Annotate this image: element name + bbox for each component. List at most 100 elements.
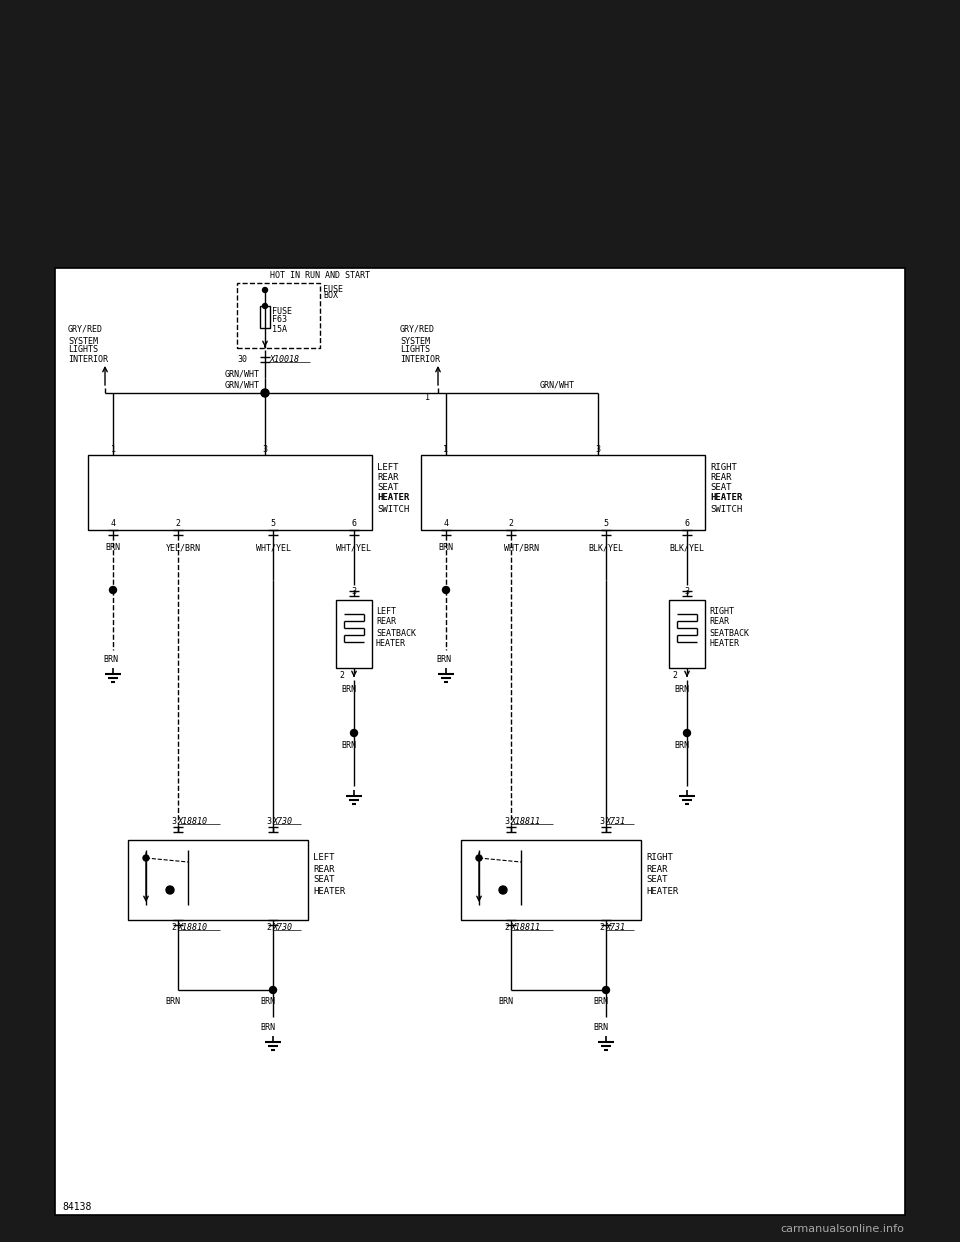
Text: INTERIOR: INTERIOR (400, 354, 440, 364)
Text: SWITCH: SWITCH (377, 505, 409, 514)
Text: WHT/YEL: WHT/YEL (337, 544, 372, 553)
Text: X730: X730 (273, 924, 293, 933)
Text: HEATER: HEATER (709, 638, 739, 647)
Text: BRN: BRN (437, 656, 451, 664)
Circle shape (684, 729, 690, 737)
Text: BRN: BRN (439, 544, 453, 553)
Text: 2: 2 (266, 924, 271, 933)
Text: RIGHT: RIGHT (710, 462, 737, 472)
Text: FUSE: FUSE (272, 308, 292, 317)
Text: LIGHTS: LIGHTS (68, 345, 98, 354)
Text: GRY/RED: GRY/RED (68, 324, 103, 334)
Circle shape (109, 586, 116, 594)
Text: 4: 4 (444, 518, 448, 528)
Text: X18811: X18811 (511, 817, 541, 826)
Text: SEAT: SEAT (313, 876, 334, 884)
Text: SEAT: SEAT (377, 482, 398, 492)
Text: 1: 1 (425, 392, 430, 401)
Circle shape (270, 986, 276, 994)
Text: 2: 2 (176, 518, 180, 528)
Text: 6: 6 (684, 518, 689, 528)
Text: 3: 3 (171, 817, 176, 826)
Text: RIGHT: RIGHT (709, 607, 734, 616)
Text: X731: X731 (606, 817, 626, 826)
Text: 2: 2 (171, 924, 176, 933)
Text: BRN: BRN (675, 741, 689, 750)
Bar (55, 268, 905, 1215)
Text: SYSTEM: SYSTEM (400, 337, 430, 345)
Text: 1: 1 (110, 445, 115, 453)
Text: X18810: X18810 (178, 817, 208, 826)
Text: BRN: BRN (593, 997, 609, 1006)
Text: BRN: BRN (260, 997, 276, 1006)
Circle shape (443, 586, 449, 594)
Text: 3: 3 (684, 586, 689, 595)
Text: BRN: BRN (106, 544, 121, 553)
Text: HEATER: HEATER (710, 493, 742, 502)
Circle shape (143, 854, 149, 861)
Text: RIGHT: RIGHT (646, 853, 673, 862)
Text: 5: 5 (604, 518, 609, 528)
Text: BRN: BRN (260, 1023, 276, 1032)
Text: HOT IN RUN AND START: HOT IN RUN AND START (270, 272, 370, 281)
Text: BLK/YEL: BLK/YEL (588, 544, 623, 553)
Text: 4: 4 (110, 518, 115, 528)
Text: BRN: BRN (165, 997, 180, 1006)
Text: SEAT: SEAT (646, 876, 667, 884)
Bar (336, 600, 372, 668)
Text: REAR: REAR (313, 864, 334, 873)
Text: 1: 1 (444, 445, 448, 453)
Text: LIGHTS: LIGHTS (400, 345, 430, 354)
Text: GRY/RED: GRY/RED (400, 324, 435, 334)
Text: 3: 3 (504, 817, 509, 826)
Circle shape (603, 986, 610, 994)
Text: 15A: 15A (272, 324, 287, 334)
Circle shape (166, 886, 174, 894)
Text: REAR: REAR (709, 617, 729, 626)
Text: 3: 3 (599, 817, 604, 826)
Text: LEFT: LEFT (377, 462, 398, 472)
Text: 2: 2 (673, 672, 678, 681)
Bar (461, 840, 641, 920)
Text: 2: 2 (509, 518, 514, 528)
Text: 30: 30 (237, 354, 247, 364)
Text: SEAT: SEAT (710, 482, 732, 492)
Text: 3: 3 (262, 445, 268, 453)
Text: SWITCH: SWITCH (710, 505, 742, 514)
Text: 2: 2 (599, 924, 604, 933)
Text: REAR: REAR (710, 472, 732, 482)
Text: INTERIOR: INTERIOR (68, 354, 108, 364)
Text: HEATER: HEATER (377, 493, 409, 502)
Text: BLK/YEL: BLK/YEL (669, 544, 705, 553)
Text: WHT/YEL: WHT/YEL (255, 544, 291, 553)
Text: GRN/WHT: GRN/WHT (540, 380, 575, 390)
Circle shape (499, 886, 507, 894)
Circle shape (476, 854, 482, 861)
Text: X18810: X18810 (178, 924, 208, 933)
Text: GRN/WHT: GRN/WHT (225, 370, 260, 379)
Text: carmanualsonline.info: carmanualsonline.info (780, 1225, 904, 1235)
Text: BRN: BRN (104, 656, 118, 664)
Text: BRN: BRN (342, 686, 356, 694)
Text: 3: 3 (351, 586, 356, 595)
Text: SYSTEM: SYSTEM (68, 337, 98, 345)
Bar (669, 600, 705, 668)
Text: LEFT: LEFT (376, 607, 396, 616)
Text: X731: X731 (606, 924, 626, 933)
Text: 84138: 84138 (62, 1202, 91, 1212)
Circle shape (261, 389, 269, 397)
Text: X10018: X10018 (270, 354, 300, 364)
Text: YEL/BRN: YEL/BRN (165, 544, 201, 553)
Text: REAR: REAR (646, 864, 667, 873)
Text: BRN: BRN (675, 686, 689, 694)
Text: BRN: BRN (593, 1023, 609, 1032)
Text: REAR: REAR (376, 617, 396, 626)
Text: 5: 5 (271, 518, 276, 528)
Bar (88, 455, 372, 530)
Text: REAR: REAR (377, 472, 398, 482)
Bar (237, 283, 320, 348)
Text: LEFT: LEFT (313, 853, 334, 862)
Text: 2: 2 (504, 924, 509, 933)
Text: F63: F63 (272, 315, 287, 324)
Text: SEATBACK: SEATBACK (376, 628, 416, 637)
